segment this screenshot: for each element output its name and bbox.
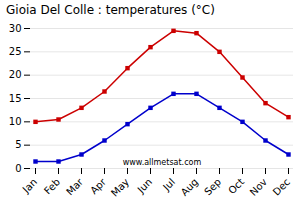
svg-text:15: 15	[9, 93, 22, 104]
svg-text:Jan: Jan	[20, 176, 39, 195]
svg-text:20: 20	[9, 69, 22, 80]
svg-text:Aug: Aug	[179, 176, 201, 198]
svg-text:10: 10	[9, 116, 22, 127]
svg-text:May: May	[109, 176, 131, 198]
svg-text:30: 30	[9, 23, 22, 34]
svg-text:Jul: Jul	[160, 176, 177, 193]
svg-text:Jun: Jun	[135, 176, 155, 196]
svg-text:25: 25	[9, 46, 22, 57]
html-text:Gioia Del Colle : temperatures: Gioia Del Colle : temperatures (°C)	[6, 3, 215, 17]
svg-text:0: 0	[15, 163, 21, 174]
svg-text:Nov: Nov	[248, 176, 270, 198]
svg-text:Mar: Mar	[64, 176, 86, 198]
svg-text:Apr: Apr	[88, 176, 109, 197]
svg-text:5: 5	[15, 139, 21, 150]
svg-text:Sep: Sep	[202, 176, 223, 197]
svg-text:Feb: Feb	[42, 176, 62, 196]
svg-text:Dec: Dec	[271, 176, 292, 197]
svg-text:Oct: Oct	[226, 176, 246, 196]
svg-text:www.allmetsat.com: www.allmetsat.com	[123, 158, 202, 167]
